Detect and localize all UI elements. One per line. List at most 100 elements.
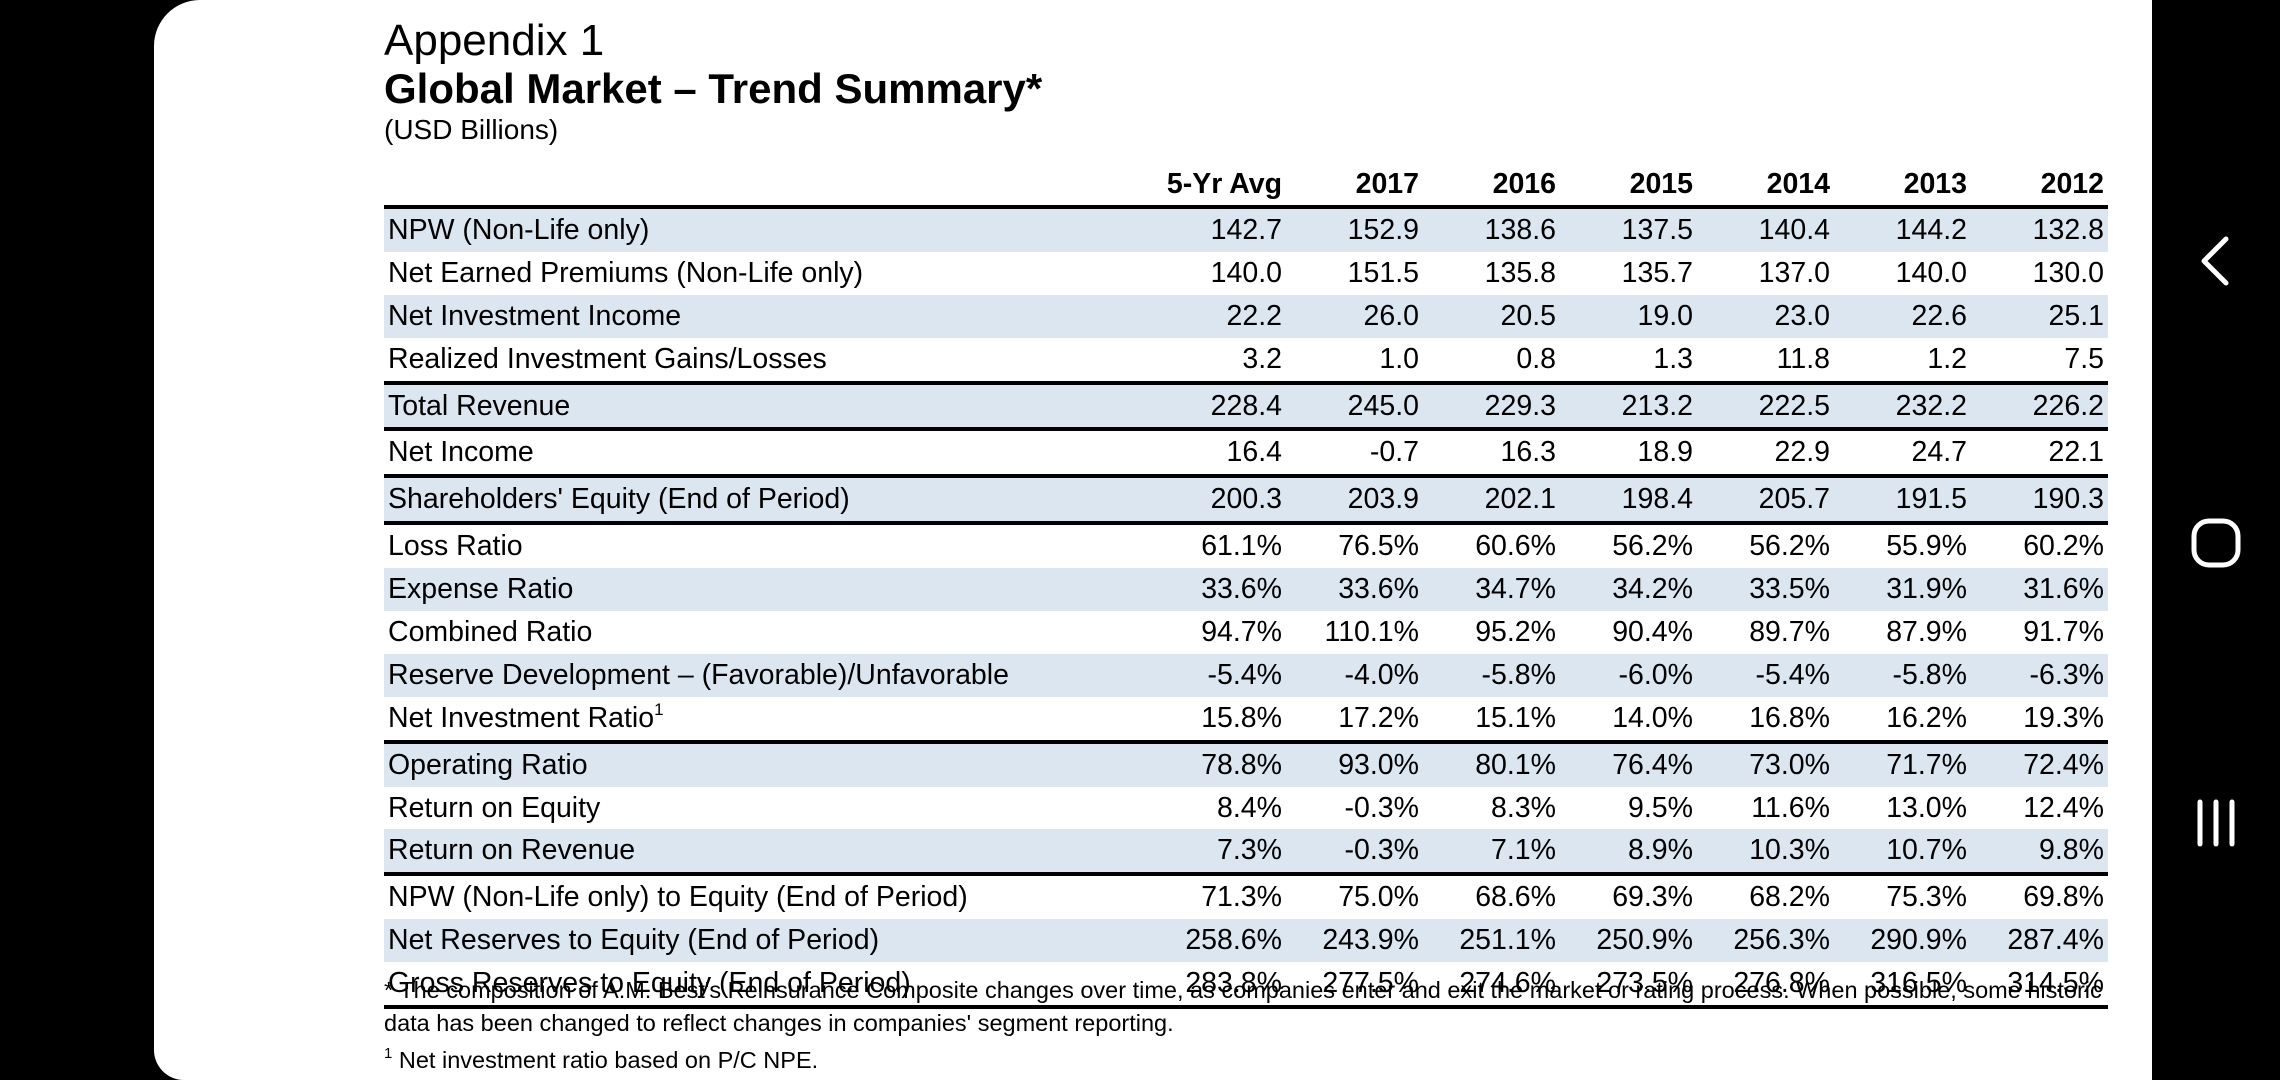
table-cell: 22.1 — [2048, 436, 2104, 469]
table-cell: 9.5% — [1628, 791, 1693, 824]
table-cell: 33.5% — [1697, 568, 1834, 612]
table-cell: 19.0 — [1560, 294, 1697, 338]
table-cell: 213.2 — [1560, 382, 1697, 430]
row-label: Shareholders' Equity (End of Period) — [384, 476, 1149, 524]
table-cell: 0.8 — [1516, 342, 1556, 375]
table-row: NPW (Non-Life only) to Equity (End of Pe… — [384, 874, 2108, 919]
table-row: NPW (Non-Life only) 142.7 152.9 138.6 137.5 1… — [384, 207, 2108, 252]
table-row: Expense Ratio 33.6% 33.6% 34.7% 34.2% 33.5% 31… — [384, 568, 2108, 612]
row-label: Return on Revenue — [384, 829, 1149, 875]
row-label: Expense Ratio — [384, 568, 1149, 612]
table-cell: 68.2% — [1749, 881, 1830, 914]
footnote-marker: 1 — [384, 1045, 393, 1062]
table-cell: 283.8% — [1185, 967, 1282, 1000]
column-header: 2015 — [1629, 168, 1693, 200]
table-cell: -5.4% — [1149, 653, 1286, 697]
table-cell: 91.7% — [2023, 615, 2104, 648]
table-cell: 243.9% — [1286, 919, 1423, 963]
footnote-text: Net investment ratio based on P/C NPE. — [392, 1047, 819, 1073]
table-cell: 12.4% — [2023, 791, 2104, 824]
composition-note: * The composition of A.M. Best's Reinsur… — [384, 977, 2102, 1036]
table-cell: 14.0% — [1612, 701, 1693, 734]
row-label: Return on Equity — [384, 787, 1149, 830]
table-cell: 17.2% — [1338, 701, 1419, 734]
table-cell: 89.7% — [1749, 615, 1830, 648]
table-cell: 33.6% — [1149, 568, 1286, 612]
table-cell: 258.6% — [1149, 919, 1286, 963]
table-cell: 76.5% — [1338, 530, 1419, 563]
table-cell: 9.8% — [1971, 829, 2108, 875]
home-button[interactable] — [2152, 488, 2280, 598]
table-cell: 69.8% — [2023, 881, 2104, 914]
row-label: Net Income — [384, 429, 1149, 476]
table-row: Realized Investment Gains/Losses 3.2 1.0 0.… — [384, 338, 2108, 383]
table-row: Net Investment Ratio1 15.8% 17.2% 15.1% 14.0… — [384, 697, 2108, 742]
table-cell: 33.6% — [1286, 568, 1423, 612]
table-cell: -5.8% — [1423, 653, 1560, 697]
row-label-text: Net Reserves to Equity (End of Period) — [388, 924, 880, 957]
table-cell: 15.1% — [1475, 701, 1556, 734]
row-label-text: Gross Reserves to Equity (End of Period) — [388, 967, 911, 1000]
table-cell: 10.7% — [1834, 829, 1971, 875]
table-row: Net Income 16.4 -0.7 16.3 18.9 22.9 24.7 22.1 — [384, 429, 2108, 477]
table-cell: 7.1% — [1423, 829, 1560, 875]
table-cell: 140.4 — [1697, 207, 1834, 252]
table-row: Shareholders' Equity (End of Period) 200.… — [384, 476, 2108, 524]
row-label-text: Realized Investment Gains/Losses — [388, 342, 827, 375]
table-cell: 76.4% — [1560, 741, 1697, 787]
table-cell: 8.9% — [1560, 829, 1697, 875]
table-cell: 8.4% — [1217, 791, 1282, 824]
table-cell: 31.6% — [1971, 568, 2108, 612]
document-content: Appendix 1 Global Market – Trend Summary… — [384, 16, 2114, 1073]
table-cell: 94.7% — [1201, 615, 1282, 648]
recent-apps-button[interactable] — [2152, 768, 2280, 878]
table-cell: 11.6% — [1751, 791, 1830, 824]
table-cell: 140.0 — [1895, 256, 1967, 289]
column-header: 5-Yr Avg — [1166, 168, 1282, 200]
recent-apps-icon — [2197, 799, 2235, 847]
table-row: Return on Revenue 7.3% -0.3% 7.1% 8.9% 10.3% 1… — [384, 829, 2108, 875]
table-cell: 245.0 — [1286, 382, 1423, 430]
footnotes: * The composition of A.M. Best's Reinsur… — [384, 974, 2114, 1077]
row-label-text: Return on Revenue — [388, 834, 636, 867]
table-cell: 55.9% — [1886, 530, 1967, 563]
row-label-text: Loss Ratio — [388, 530, 523, 563]
table-cell: 200.3 — [1149, 476, 1286, 524]
table-cell: 20.5 — [1423, 294, 1560, 338]
table-cell: 60.6% — [1475, 530, 1556, 563]
column-header: 2016 — [1492, 168, 1556, 200]
table-cell: 222.5 — [1697, 382, 1834, 430]
appendix-heading: Appendix 1 — [384, 16, 605, 65]
table-cell: 68.6% — [1475, 881, 1556, 914]
table-cell: 93.0% — [1286, 741, 1423, 787]
table-cell: 13.0% — [1886, 791, 1967, 824]
table-cell: -6.0% — [1560, 653, 1697, 697]
table-cell: 205.7 — [1697, 476, 1834, 524]
row-label-text: Return on Equity — [388, 791, 601, 824]
table-cell: 71.7% — [1834, 741, 1971, 787]
table-cell: 203.9 — [1286, 476, 1423, 524]
table-cell: 23.0 — [1697, 294, 1834, 338]
table-cell: -0.3% — [1344, 791, 1419, 824]
table-cell: 10.3% — [1697, 829, 1834, 875]
row-label-text: Net Investment Income — [388, 299, 682, 332]
table-cell: -0.3% — [1286, 829, 1423, 875]
row-label-text: NPW (Non-Life only) — [388, 213, 650, 246]
table-cell: 75.0% — [1338, 881, 1419, 914]
table-cell: 56.2% — [1612, 530, 1693, 563]
back-button[interactable] — [2152, 206, 2280, 316]
table-cell: 274.6% — [1459, 967, 1556, 1000]
row-label-text: Reserve Development – (Favorable)/Unfavo… — [388, 658, 1009, 691]
table-cell: 3.2 — [1242, 342, 1282, 375]
table-cell: -4.0% — [1286, 653, 1423, 697]
table-cell: 316.5% — [1870, 967, 1967, 1000]
table-cell: 202.1 — [1423, 476, 1560, 524]
table-cell: 16.3 — [1500, 436, 1556, 469]
table-cell: 22.6 — [1834, 294, 1971, 338]
table-cell: 138.6 — [1423, 207, 1560, 252]
page-title: Global Market – Trend Summary* — [384, 65, 1043, 112]
table-cell: 8.3% — [1491, 791, 1556, 824]
row-label: Loss Ratio — [384, 523, 1149, 568]
row-label-text: NPW (Non-Life only) to Equity (End of Pe… — [388, 881, 968, 914]
row-label-text: Net Income — [388, 436, 534, 469]
